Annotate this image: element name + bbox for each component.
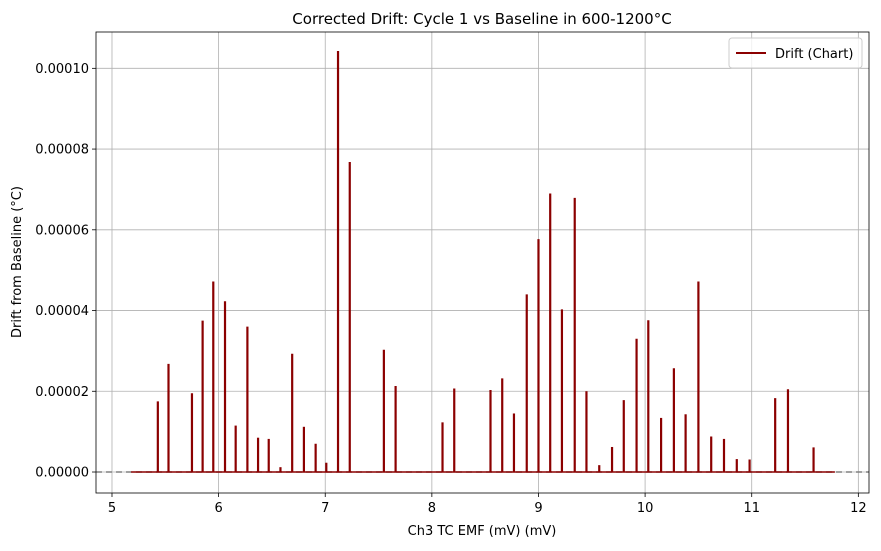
x-tick-label: 9 <box>534 501 542 516</box>
legend: Drift (Chart) <box>728 37 863 69</box>
series-drift <box>131 50 835 473</box>
x-tick-label: 7 <box>321 501 329 516</box>
legend-box <box>728 37 863 69</box>
x-tick-label: 8 <box>428 501 436 516</box>
y-tick-label: 0.00008 <box>35 143 89 158</box>
y-tick-label: 0.00002 <box>35 385 89 400</box>
x-tick-label: 10 <box>637 501 654 516</box>
y-tick-label: 0.00010 <box>35 62 89 77</box>
legend-label: Drift (Chart) <box>775 47 853 62</box>
y-tick-label: 0.00006 <box>35 223 89 238</box>
x-tick-label: 5 <box>108 501 116 516</box>
x-tick-label: 6 <box>214 501 222 516</box>
y-tick-label: 0.00000 <box>35 466 89 481</box>
x-axis-ticks: 5 6 7 8 9 10 11 12 <box>108 493 867 516</box>
series-layer <box>131 50 835 473</box>
plot-area-frame <box>95 31 870 494</box>
y-axis-ticks: 0.00000 0.00002 0.00004 0.00006 0.00008 0.000… <box>35 62 96 481</box>
y-axis-label: Drift from Baseline (°C) <box>10 186 25 338</box>
x-tick-label: 11 <box>743 501 760 516</box>
grid <box>96 32 869 493</box>
x-axis-label: Ch3 TC EMF (mV) (mV) <box>408 524 557 539</box>
x-tick-label: 12 <box>850 501 867 516</box>
y-tick-label: 0.00004 <box>35 304 89 319</box>
chart-title: Corrected Drift: Cycle 1 vs Baseline in … <box>292 10 671 28</box>
